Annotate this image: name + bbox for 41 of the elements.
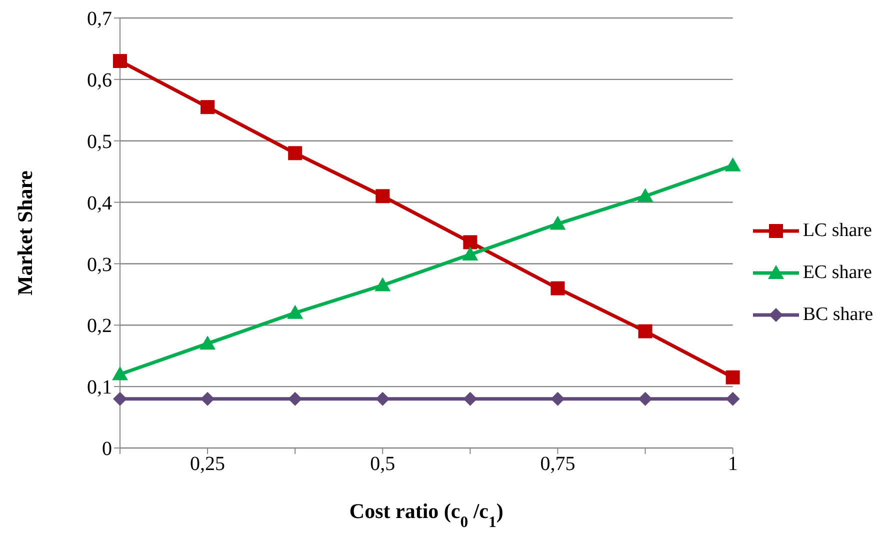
- point: [288, 146, 302, 160]
- y-tick-label: 0,1: [87, 376, 112, 399]
- point: [112, 366, 128, 380]
- y-tick-label: 0,7: [87, 8, 112, 30]
- y-tick-label: 0: [102, 438, 112, 460]
- y-axis-title: Market Share: [13, 170, 37, 296]
- x-tick-label: 0,75: [540, 453, 576, 476]
- point: [200, 100, 215, 114]
- y-tick-label: 0,4: [87, 192, 112, 214]
- point: [638, 392, 652, 406]
- point: [462, 246, 478, 260]
- point: [726, 392, 740, 406]
- x-tick-label: 1: [728, 453, 738, 476]
- legend-label: BC share: [802, 304, 873, 326]
- point: [200, 336, 216, 350]
- point: [550, 392, 565, 406]
- point: [374, 277, 391, 292]
- y-tick-label: 0,5: [87, 130, 112, 153]
- x-tick-label: 0,25: [190, 453, 226, 476]
- point: [637, 188, 654, 202]
- x-tick-label: 0,5: [370, 453, 396, 476]
- y-tick-label: 0,6: [87, 70, 112, 92]
- point: [200, 392, 215, 406]
- point: [550, 281, 565, 296]
- point: [376, 392, 390, 406]
- y-tick-label: 0,3: [87, 254, 112, 276]
- legend-label: EC share: [802, 262, 872, 284]
- point: [463, 235, 478, 250]
- point: [463, 392, 478, 406]
- point: [288, 392, 302, 406]
- point: [724, 157, 741, 172]
- point: [113, 392, 127, 406]
- point: [550, 216, 566, 230]
- point: [638, 324, 652, 338]
- y-tick-label: 0,2: [87, 315, 112, 338]
- point: [287, 304, 304, 319]
- point: [376, 189, 390, 204]
- x-axis-title: Cost ratio (c$_{0}$ /c$_{1}$): [349, 499, 504, 530]
- point: [113, 54, 127, 68]
- legend-label: LC share: [802, 220, 872, 242]
- point: [726, 370, 740, 384]
